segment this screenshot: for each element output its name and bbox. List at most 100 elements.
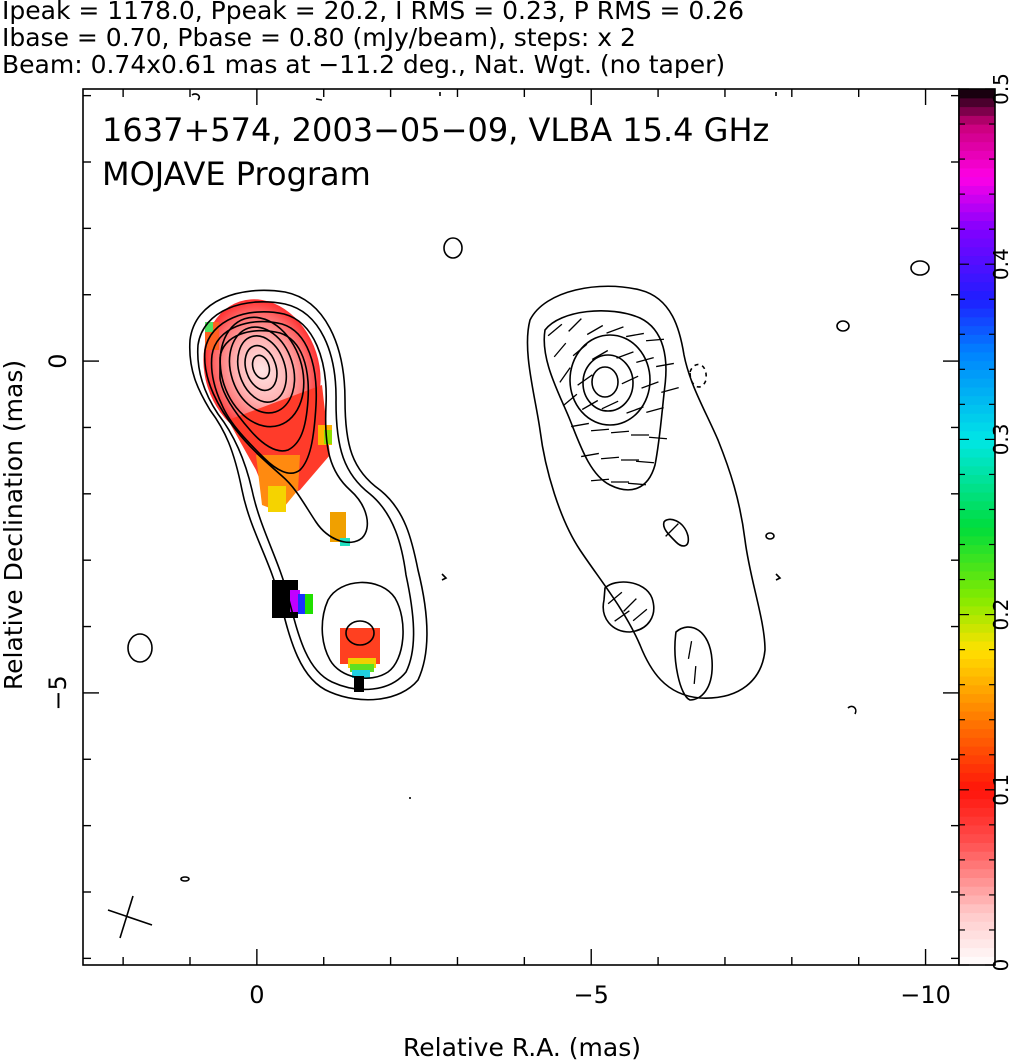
evpa-vector — [646, 407, 664, 413]
image-jet-knot — [330, 512, 346, 542]
colorbar-swatch — [959, 439, 995, 449]
colorbar-swatches — [959, 89, 995, 966]
contour-i-mid-3 — [219, 329, 310, 452]
colorbar-swatch — [959, 824, 995, 835]
axis-tick-labels: 0 −5 −10 0 −5 — [44, 353, 951, 1009]
evpa-vector — [636, 357, 654, 363]
colorbar-swatch — [959, 570, 995, 581]
colorbar-swatch — [959, 746, 995, 756]
evpa-vector — [571, 422, 589, 428]
colorbar-swatch — [959, 623, 995, 633]
colorbar-tick-label: 0.1 — [989, 774, 1013, 806]
evpa-vector — [547, 323, 563, 337]
colorbar-swatch — [959, 947, 995, 957]
colorbar-swatch — [959, 106, 995, 116]
fractional-polarization-image — [203, 299, 380, 692]
contour-p-core-2 — [582, 354, 634, 412]
contour-p-core-1 — [569, 334, 651, 426]
colorbar-swatch — [959, 141, 995, 151]
colorbar-swatch — [959, 150, 995, 160]
colorbar-swatch — [959, 535, 995, 546]
contour-i-west-knot-outer — [321, 581, 404, 680]
image-inner-jet — [228, 385, 330, 505]
colorbar-swatch — [959, 369, 995, 379]
colorbar-swatch — [959, 527, 995, 537]
evpa-vector — [645, 338, 665, 342]
colorbar-swatch — [959, 334, 995, 344]
colorbar-swatch — [959, 456, 995, 467]
colorbar-swatch — [959, 877, 995, 887]
colorbar-swatch — [959, 421, 995, 432]
header-line-1: Ipeak = 1178.0, Ppeak = 20.2, I RMS = 0.… — [2, 0, 745, 25]
colorbar-swatch — [959, 404, 995, 414]
colorbar-swatch — [959, 448, 995, 458]
colorbar-swatch — [959, 816, 995, 826]
contour-p-outer — [526, 285, 766, 699]
x-tick-label: −10 — [900, 981, 951, 1009]
contour-p-knot-south — [602, 581, 655, 633]
colorbar-swatch — [959, 894, 995, 905]
map-subtitle: MOJAVE Program — [102, 155, 371, 193]
total-intensity-contours — [127, 92, 930, 882]
evpa-vector — [627, 482, 647, 486]
x-tick-label: 0 — [249, 981, 264, 1009]
colorbar-swatch — [959, 386, 995, 397]
colorbar-swatch — [959, 500, 995, 511]
evpa-vector — [572, 343, 588, 357]
contour-i-outer-2 — [196, 301, 415, 691]
colorbar-swatch — [959, 719, 995, 730]
contour-i-speck-top-2 — [315, 98, 323, 101]
colorbar-swatch — [959, 798, 995, 808]
colorbar-swatch — [959, 597, 995, 607]
contour-i-west-speck-2 — [443, 237, 463, 259]
evpa-vector — [626, 406, 644, 414]
colorbar-swatch — [959, 491, 995, 502]
colorbar-swatch — [959, 903, 995, 914]
colorbar-swatch — [959, 754, 995, 765]
contour-i-west-knot-inner — [345, 620, 375, 646]
y-tick-label: −5 — [44, 675, 72, 710]
image-edge-spot-green — [305, 594, 313, 614]
colorbar-swatch — [959, 912, 995, 922]
evpa-vector — [626, 332, 644, 338]
colorbar-swatch — [959, 395, 995, 405]
colorbar-swatch — [959, 430, 995, 440]
colorbar-swatch — [959, 675, 995, 686]
colorbar-swatch — [959, 194, 995, 204]
colorbar-swatch — [959, 763, 995, 773]
colorbar-swatch — [959, 378, 995, 388]
evpa-vector — [648, 436, 668, 440]
evpa-vector — [559, 367, 571, 383]
polarization-contours — [526, 285, 782, 701]
colorbar-swatch — [959, 649, 995, 659]
colorbar-swatch — [959, 921, 995, 931]
colorbar-swatch — [959, 299, 995, 309]
map-title: 1637+574, 2003−05−09, VLBA 15.4 GHz — [102, 111, 769, 149]
axis-ticks — [83, 89, 959, 965]
image-edge-spot-magenta — [290, 590, 300, 612]
evpa-vector — [665, 523, 679, 537]
colorbar-swatch — [959, 938, 995, 949]
colorbar-swatch — [959, 255, 995, 265]
colorbar-swatch — [959, 789, 995, 800]
colorbar-swatch — [959, 351, 995, 362]
colorbar-swatch — [959, 781, 995, 791]
colorbar-swatch — [959, 474, 995, 484]
colorbar-swatch — [959, 185, 995, 195]
colorbar-swatch — [959, 544, 995, 554]
colorbar-swatch — [959, 728, 995, 738]
colorbar-swatch — [959, 579, 995, 589]
colorbar-swatch — [959, 272, 995, 283]
colorbar-swatch — [959, 562, 995, 572]
colorbar-swatch — [959, 89, 995, 99]
colorbar-swatch — [959, 97, 995, 108]
evpa-vector — [590, 478, 610, 482]
colorbar-swatch — [959, 588, 995, 598]
colorbar-labels: 0 0.1 0.2 0.3 0.4 0.5 — [989, 73, 1013, 971]
colorbar-swatch — [959, 413, 995, 423]
evpa-vector — [601, 400, 619, 410]
evpa-vector — [693, 665, 697, 685]
colorbar-swatch — [959, 833, 995, 843]
colorbar-swatch — [959, 237, 995, 248]
evpa-vector — [641, 381, 659, 389]
